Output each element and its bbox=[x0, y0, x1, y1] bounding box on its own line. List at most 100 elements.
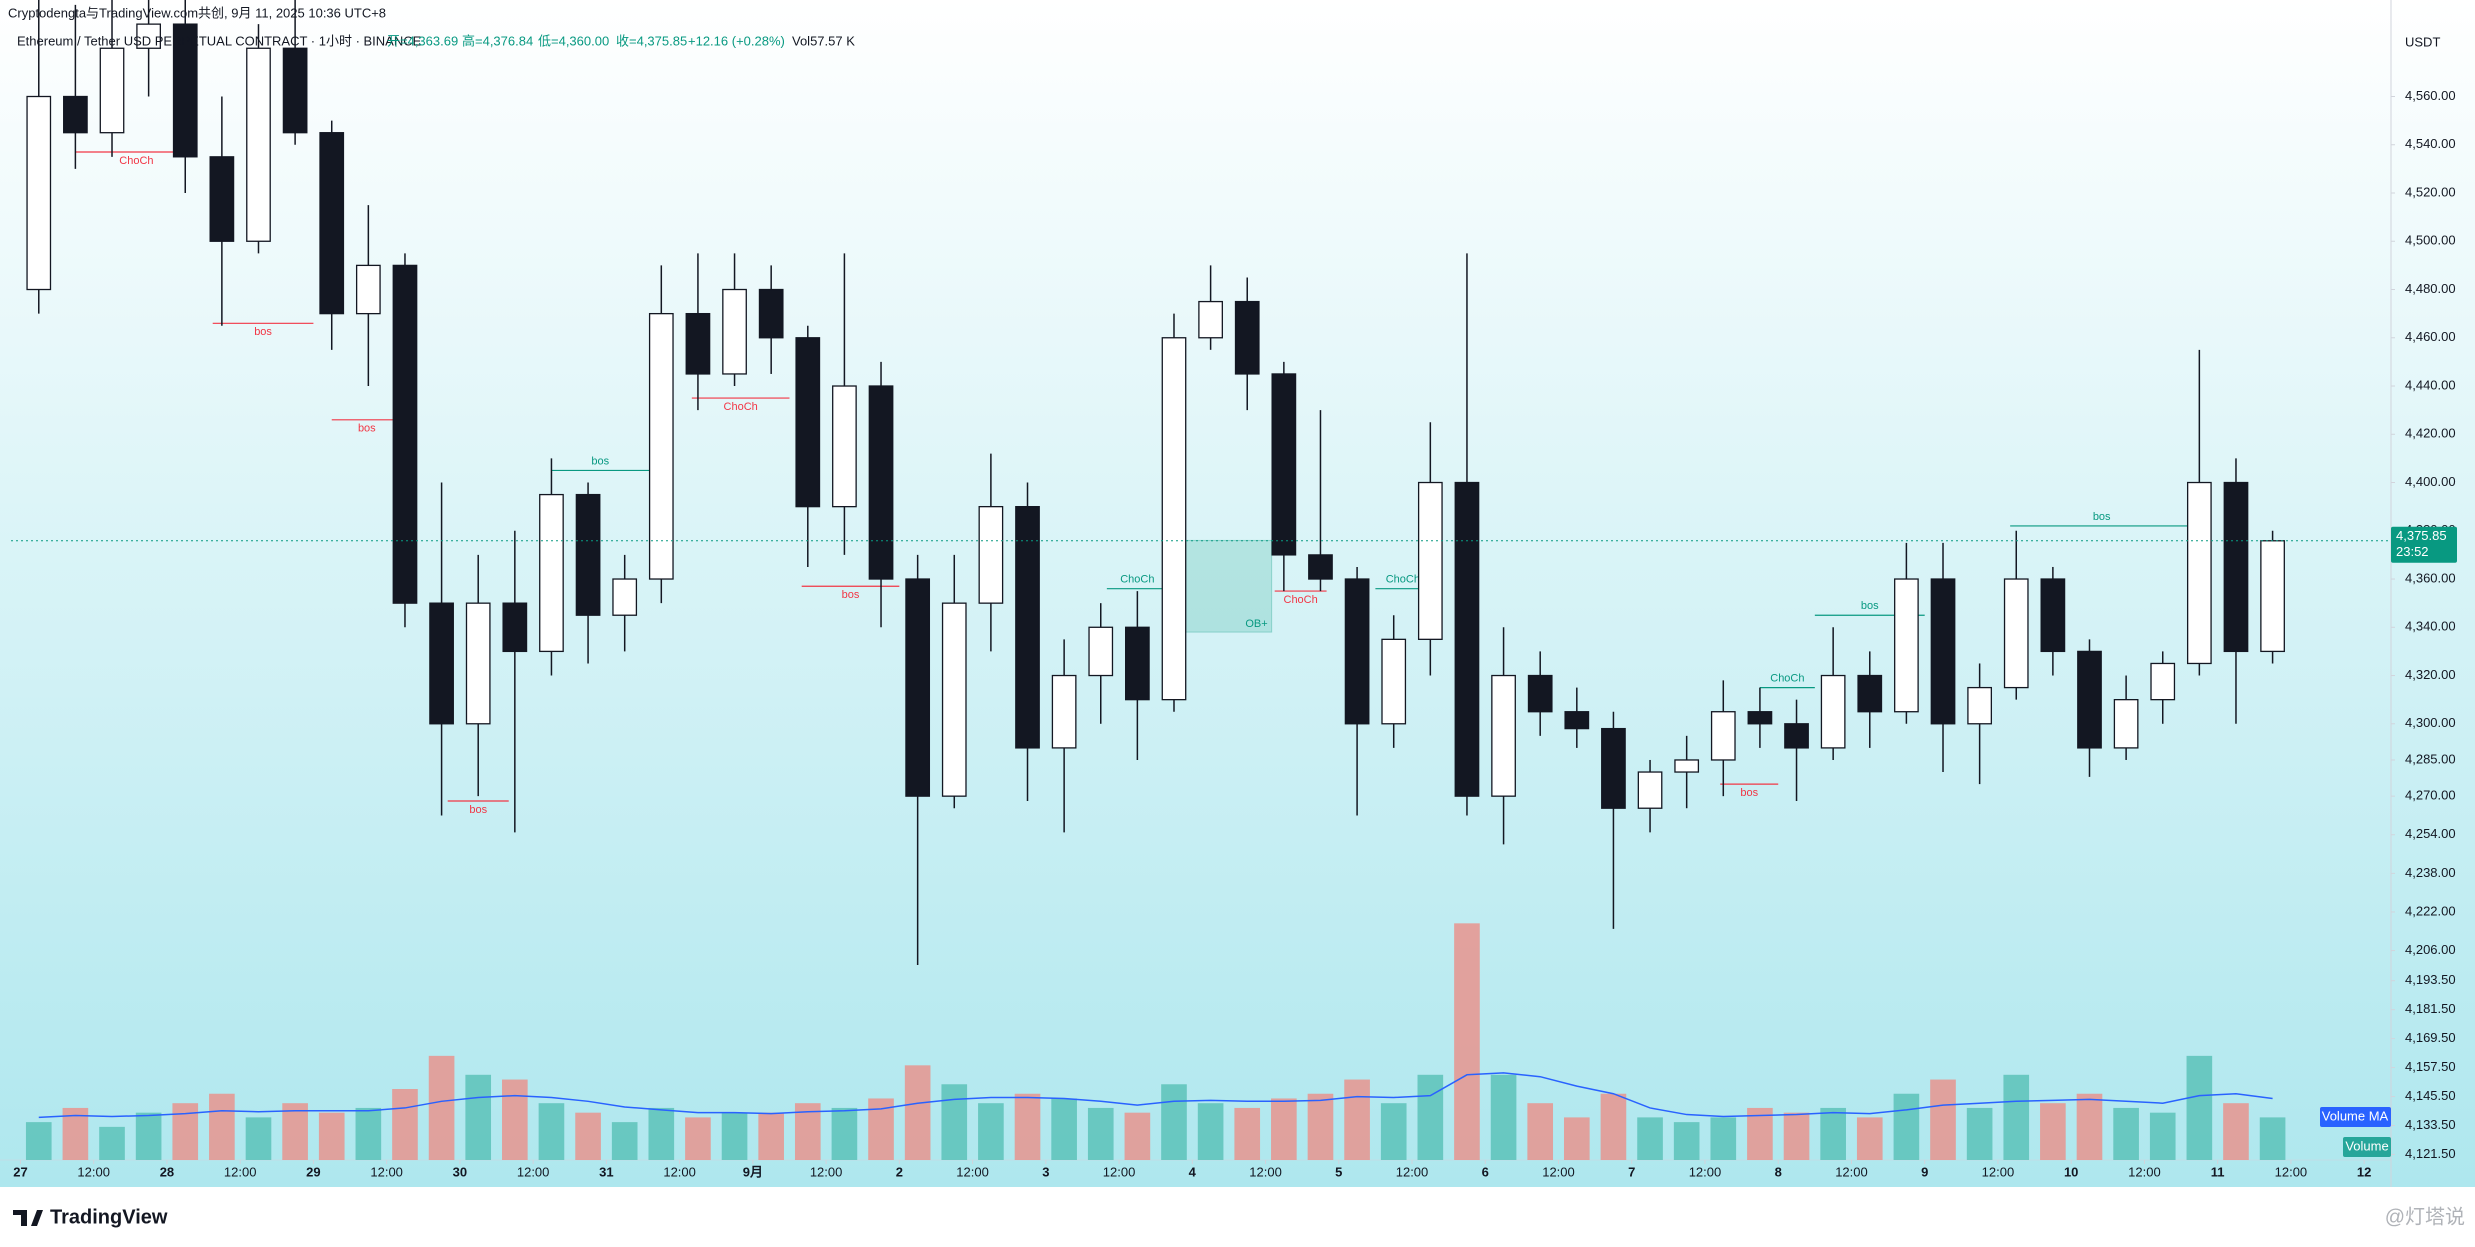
y-tick-label: 4,500.00 bbox=[2405, 233, 2456, 248]
x-tick-label: 12:00 bbox=[1542, 1164, 1575, 1179]
candle-body bbox=[1015, 505, 1040, 749]
y-tick-label: 4,285.00 bbox=[2405, 751, 2456, 766]
volume-bar bbox=[1856, 1117, 1883, 1160]
candle-body bbox=[355, 264, 381, 315]
candle-body bbox=[1051, 674, 1077, 749]
volume-bar bbox=[428, 1055, 455, 1160]
candle-body bbox=[1417, 481, 1443, 640]
structure-label: bos bbox=[1861, 600, 1879, 612]
x-tick-label: 12:00 bbox=[956, 1164, 989, 1179]
y-tick-label: 4,320.00 bbox=[2405, 667, 2456, 682]
volume-bar bbox=[2113, 1107, 2139, 1160]
candle-body bbox=[539, 493, 564, 653]
y-tick-label: 4,238.00 bbox=[2405, 865, 2456, 880]
header-title: Cryptodengta与TradingView.com共创, 9月 11, 2… bbox=[8, 5, 386, 20]
volume-bar bbox=[1637, 1117, 1663, 1160]
candle-body bbox=[1857, 674, 1883, 713]
y-tick-label: 4,460.00 bbox=[2405, 329, 2456, 344]
header-volume: Vol57.57 K bbox=[792, 33, 855, 48]
structure-label: ChoCh bbox=[1284, 594, 1318, 606]
candle-body bbox=[26, 95, 52, 291]
candle-body bbox=[1894, 578, 1919, 713]
x-tick-label: 6 bbox=[1482, 1164, 1489, 1179]
y-tick-label: 4,157.50 bbox=[2405, 1059, 2456, 1074]
footer-background bbox=[0, 1187, 2475, 1247]
candle-body bbox=[392, 264, 418, 604]
candle-body bbox=[1308, 554, 1333, 580]
candle-body bbox=[246, 47, 271, 242]
candle-body bbox=[2113, 699, 2139, 749]
header-symbol: Ethereum / Tether USD PERPETUAL CONTRACT… bbox=[17, 33, 422, 48]
structure-label: bos bbox=[469, 804, 487, 816]
x-tick-label: 28 bbox=[160, 1164, 174, 1179]
volume-bar bbox=[502, 1079, 528, 1160]
structure-label: bos bbox=[591, 455, 609, 467]
structure-label: bos bbox=[254, 326, 272, 338]
y-tick-label: 4,254.00 bbox=[2405, 826, 2456, 841]
candle-body bbox=[2150, 662, 2176, 701]
volume-bar bbox=[2223, 1103, 2249, 1160]
x-tick-label: 12:00 bbox=[1835, 1164, 1868, 1179]
volume-bar bbox=[1271, 1098, 1297, 1160]
candle-body bbox=[99, 47, 125, 134]
candle-body bbox=[465, 602, 491, 725]
structure-label: ChoCh bbox=[1386, 574, 1420, 586]
y-tick-label: 4,440.00 bbox=[2405, 377, 2456, 392]
volume-bar bbox=[1930, 1079, 1956, 1160]
candle-body bbox=[2223, 481, 2249, 653]
volume-bar bbox=[245, 1117, 272, 1160]
y-tick-label: 4,340.00 bbox=[2405, 619, 2456, 634]
candle-body bbox=[1125, 626, 1150, 701]
candle-body bbox=[941, 602, 967, 797]
candle-body bbox=[1930, 578, 1956, 725]
x-tick-label: 12:00 bbox=[2275, 1164, 2308, 1179]
x-tick-label: 5 bbox=[1335, 1164, 1342, 1179]
countdown-label: 23:52 bbox=[2396, 544, 2429, 559]
candle-body bbox=[63, 95, 88, 134]
candle-body bbox=[1601, 727, 1626, 809]
logo-icon bbox=[13, 1210, 43, 1226]
volume-bar bbox=[1380, 1103, 1407, 1160]
volume-bar bbox=[1454, 923, 1480, 1160]
x-tick-label: 12:00 bbox=[1396, 1164, 1429, 1179]
candle-body bbox=[795, 337, 821, 508]
candle-body bbox=[1381, 638, 1407, 725]
volume-bar bbox=[1893, 1093, 1920, 1160]
y-tick-label: 4,181.50 bbox=[2405, 1001, 2456, 1016]
axes: 4,560.00 4,540.00 4,520.00 4,500.00 4,480.00… bbox=[13, 34, 2457, 1179]
candle-body bbox=[758, 288, 784, 339]
volume-bar bbox=[1417, 1074, 1444, 1160]
volume-bar bbox=[1197, 1103, 1224, 1160]
volume-bar bbox=[1966, 1107, 1993, 1160]
volume-bar bbox=[2040, 1103, 2066, 1160]
volume-bar bbox=[282, 1103, 308, 1160]
last-price-label: 4,375.85 bbox=[2396, 528, 2447, 543]
tradingview-logo[interactable]: TradingView bbox=[13, 1206, 168, 1228]
x-tick-label: 10 bbox=[2064, 1164, 2078, 1179]
logo-text: TradingView bbox=[50, 1206, 168, 1228]
volume-bar bbox=[1051, 1098, 1077, 1160]
volume-bar bbox=[721, 1112, 748, 1160]
x-tick-label: 12:00 bbox=[77, 1164, 110, 1179]
x-tick-label: 12:00 bbox=[1689, 1164, 1722, 1179]
volume-ma-tag-label: Volume MA bbox=[2322, 1108, 2389, 1123]
x-tick-label: 12:00 bbox=[1982, 1164, 2015, 1179]
volume-bar bbox=[135, 1112, 162, 1160]
volume-tag bbox=[2343, 1137, 2391, 1157]
y-tick-label: 4,169.50 bbox=[2405, 1030, 2456, 1045]
y-tick-label: 4,400.00 bbox=[2405, 474, 2456, 489]
volume-bar bbox=[392, 1089, 418, 1160]
x-tick-label: 4 bbox=[1189, 1164, 1197, 1179]
x-tick-label: 12:00 bbox=[370, 1164, 403, 1179]
candle-body bbox=[832, 385, 857, 508]
candle-body bbox=[1967, 686, 1993, 725]
structure-label: bos bbox=[1740, 787, 1758, 799]
x-tick-label: 12:00 bbox=[224, 1164, 257, 1179]
structure-label: bos bbox=[2093, 511, 2111, 523]
candle-body bbox=[1784, 723, 1809, 749]
candle-body bbox=[685, 312, 711, 375]
header-high: 高=4,376.84 bbox=[462, 33, 533, 48]
volume-bar bbox=[1161, 1084, 1187, 1160]
